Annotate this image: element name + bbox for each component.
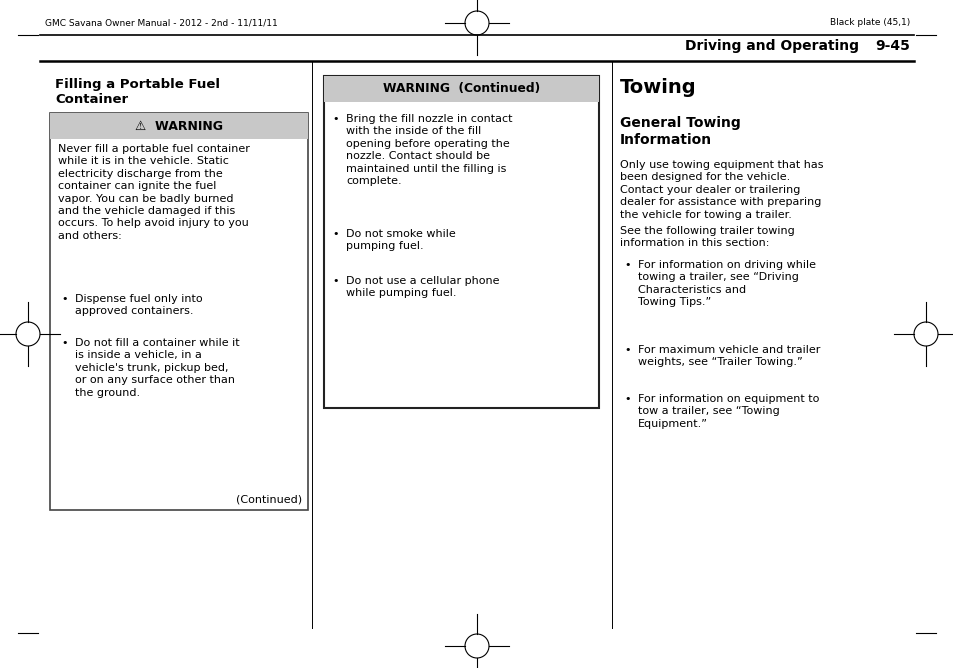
Text: •: • (624, 260, 631, 270)
Bar (324, 76, 598, 408)
Text: •: • (62, 294, 69, 304)
Text: Do not use a cellular phone
while pumping fuel.: Do not use a cellular phone while pumpin… (346, 276, 499, 299)
Text: Never fill a portable fuel container
while it is in the vehicle. Static
electric: Never fill a portable fuel container whi… (58, 144, 250, 240)
Text: For information on driving while
towing a trailer, see “Driving
Characteristics : For information on driving while towing … (638, 260, 815, 307)
Bar (50, 113, 308, 510)
Text: Black plate (45,1): Black plate (45,1) (829, 19, 909, 27)
Text: •: • (333, 276, 339, 286)
Text: General Towing
Information: General Towing Information (619, 116, 740, 147)
Text: (Continued): (Continued) (235, 494, 302, 504)
Text: See the following trailer towing
information in this section:: See the following trailer towing informa… (619, 226, 794, 248)
Text: •: • (624, 345, 631, 355)
Text: Towing: Towing (619, 78, 696, 97)
Text: For information on equipment to
tow a trailer, see “Towing
Equipment.”: For information on equipment to tow a tr… (638, 394, 819, 429)
Text: 9-45: 9-45 (874, 39, 909, 53)
Text: WARNING  (Continued): WARNING (Continued) (382, 83, 539, 96)
Text: Do not smoke while
pumping fuel.: Do not smoke while pumping fuel. (346, 229, 456, 251)
Text: •: • (333, 114, 339, 124)
Text: Driving and Operating: Driving and Operating (684, 39, 858, 53)
Text: Dispense fuel only into
approved containers.: Dispense fuel only into approved contain… (75, 294, 202, 317)
Text: Do not fill a container while it
is inside a vehicle, in a
vehicle's trunk, pick: Do not fill a container while it is insi… (75, 338, 239, 397)
Text: •: • (333, 229, 339, 239)
Text: •: • (624, 394, 631, 404)
Text: ⚠  WARNING: ⚠ WARNING (135, 120, 223, 132)
Text: GMC Savana Owner Manual - 2012 - 2nd - 11/11/11: GMC Savana Owner Manual - 2012 - 2nd - 1… (45, 19, 277, 27)
Text: Bring the fill nozzle in contact
with the inside of the fill
opening before oper: Bring the fill nozzle in contact with th… (346, 114, 512, 186)
Text: Filling a Portable Fuel
Container: Filling a Portable Fuel Container (55, 78, 220, 106)
Text: For maximum vehicle and trailer
weights, see “Trailer Towing.”: For maximum vehicle and trailer weights,… (638, 345, 820, 367)
Bar (50, 113, 308, 139)
Bar (324, 76, 598, 102)
Text: •: • (62, 338, 69, 348)
Text: Only use towing equipment that has
been designed for the vehicle.
Contact your d: Only use towing equipment that has been … (619, 160, 822, 220)
